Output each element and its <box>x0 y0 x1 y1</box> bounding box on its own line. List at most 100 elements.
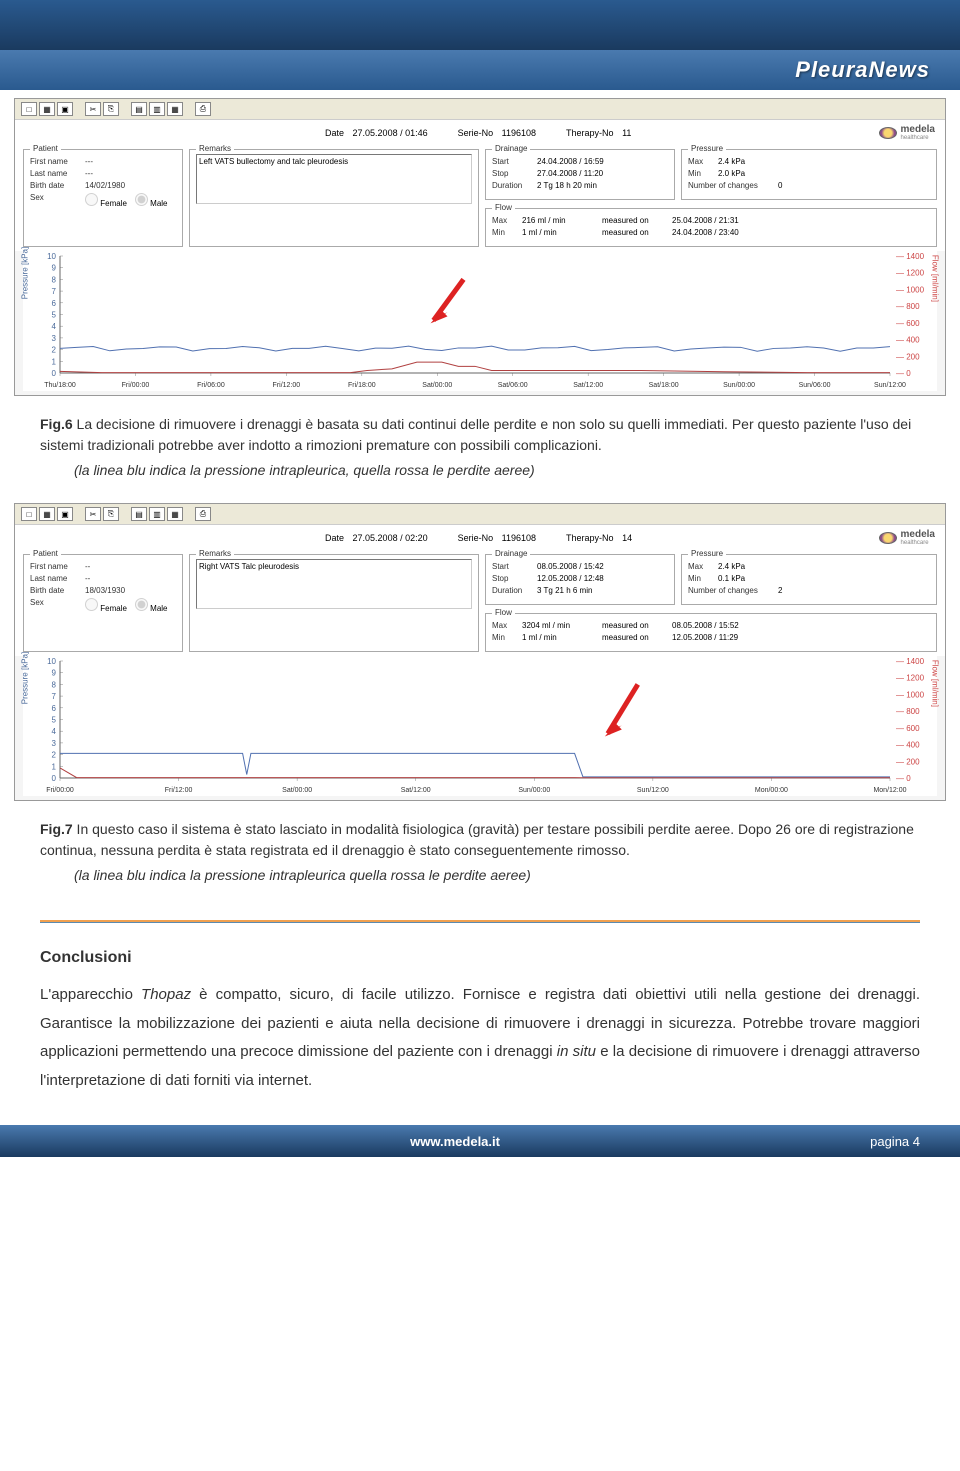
panels-row: Patient First name--- Last name--- Birth… <box>15 145 945 251</box>
field-value: 2.0 kPa <box>718 169 745 178</box>
conclusions-text: L'apparecchio Thopaz è compatto, sicuro,… <box>40 981 920 1095</box>
y-axis-left-label: Pressure [kPa] <box>21 247 30 299</box>
svg-text:Fri/00:00: Fri/00:00 <box>122 382 150 389</box>
logo-subtext: healthcare <box>901 135 935 141</box>
field-label: Sex <box>30 598 85 613</box>
svg-text:— 600: — 600 <box>896 724 920 733</box>
y-axis-right-label: Flow [ml/min] <box>931 255 940 302</box>
logo: medelahealthcare <box>879 529 935 546</box>
toolbar-icon[interactable]: ▦ <box>167 102 183 116</box>
male-radio[interactable]: Male <box>135 193 168 208</box>
field-label: Min <box>688 574 718 583</box>
svg-text:Sat/12:00: Sat/12:00 <box>401 787 431 794</box>
svg-text:2: 2 <box>52 346 57 355</box>
footer-link[interactable]: www.medela.it <box>410 1134 500 1149</box>
svg-text:Fri/12:00: Fri/12:00 <box>165 787 193 794</box>
separator <box>40 920 920 923</box>
svg-text:1: 1 <box>52 762 57 771</box>
field-value: 25.04.2008 / 21:31 <box>672 216 739 225</box>
toolbar-icon[interactable]: ⎙ <box>195 102 211 116</box>
toolbar-icon[interactable]: ⎙ <box>195 507 211 521</box>
toolbar-icon[interactable]: ⎘ <box>103 507 119 521</box>
svg-text:9: 9 <box>52 264 57 273</box>
field-label: measured on <box>602 621 672 630</box>
toolbar-icon[interactable]: ▦ <box>39 102 55 116</box>
field-label: Min <box>492 633 522 642</box>
field-value: 12.05.2008 / 11:29 <box>672 633 738 642</box>
therapy-label: Therapy-No <box>566 128 614 138</box>
toolbar-icon[interactable]: ▥ <box>149 102 165 116</box>
patient-panel: Patient First name--- Last name--- Birth… <box>23 149 183 247</box>
caption-italic: (la linea blu indica la pressione intrap… <box>74 865 920 886</box>
svg-text:Sat/00:00: Sat/00:00 <box>422 382 452 389</box>
field-label: measured on <box>602 633 672 642</box>
caption-italic: (la linea blu indica la pressione intrap… <box>74 460 920 481</box>
panels-row: Patient First name-- Last name-- Birth d… <box>15 550 945 656</box>
therapy-label: Therapy-No <box>566 533 614 543</box>
field-label: Duration <box>492 586 537 595</box>
field-label: measured on <box>602 216 672 225</box>
logo-text: medela <box>901 529 935 540</box>
toolbar-icon[interactable]: ▤ <box>131 507 147 521</box>
panel-title: Remarks <box>196 144 234 153</box>
flow-panel: Flow Max216 ml / minmeasured on25.04.200… <box>485 208 937 247</box>
field-value: 3204 ml / min <box>522 621 602 630</box>
toolbar-icon[interactable]: ✂ <box>85 507 101 521</box>
field-label: Start <box>492 157 537 166</box>
panel-title: Flow <box>492 203 515 212</box>
toolbar-icon[interactable]: ▣ <box>57 102 73 116</box>
title-banner: PleuraNews <box>0 50 960 90</box>
field-label: First name <box>30 562 85 571</box>
serie-label: Serie-No <box>458 128 494 138</box>
field-label: Stop <box>492 574 537 583</box>
date-value: 27.05.2008 / 01:46 <box>353 128 428 138</box>
field-value: -- <box>85 562 90 571</box>
svg-text:10: 10 <box>47 657 56 666</box>
svg-text:8: 8 <box>52 275 57 284</box>
panel-title: Pressure <box>688 144 726 153</box>
female-radio[interactable]: Female <box>85 598 127 613</box>
field-value: 1 ml / min <box>522 633 602 642</box>
remarks-text[interactable]: Left VATS bullectomy and talc pleurodesi… <box>196 154 472 204</box>
fig7-caption: Fig.7 In questo caso il sistema è stato … <box>0 809 960 900</box>
male-radio[interactable]: Male <box>135 598 168 613</box>
remarks-panel: Remarks Left VATS bullectomy and talc pl… <box>189 149 479 247</box>
field-value: 2 <box>778 586 782 595</box>
svg-text:— 200: — 200 <box>896 352 920 361</box>
chart-svg: 012345678910— 0— 200— 400— 600— 800— 100… <box>23 656 937 796</box>
field-label: Start <box>492 562 537 571</box>
female-radio[interactable]: Female <box>85 193 127 208</box>
field-label: Min <box>492 228 522 237</box>
toolbar-icon[interactable]: □ <box>21 102 37 116</box>
svg-text:Fri/18:00: Fri/18:00 <box>348 382 376 389</box>
svg-text:— 1200: — 1200 <box>896 269 925 278</box>
fig6-screenshot: □ ▦ ▣ ✂ ⎘ ▤ ▥ ▦ ⎙ Date 27.05.2008 / 01:4… <box>14 98 946 396</box>
drainage-panel: Drainage Start08.05.2008 / 15:42 Stop12.… <box>485 554 675 605</box>
field-value: 24.04.2008 / 16:59 <box>537 157 604 166</box>
logo: medelahealthcare <box>879 124 935 141</box>
pressure-panel: Pressure Max2.4 kPa Min0.1 kPa Number of… <box>681 554 937 605</box>
toolbar: □ ▦ ▣ ✂ ⎘ ▤ ▥ ▦ ⎙ <box>15 504 945 525</box>
remarks-text[interactable]: Right VATS Talc pleurodesis <box>196 559 472 609</box>
toolbar-icon[interactable]: ▤ <box>131 102 147 116</box>
svg-text:Fri/00:00: Fri/00:00 <box>46 787 74 794</box>
toolbar-icon[interactable]: ▥ <box>149 507 165 521</box>
toolbar: □ ▦ ▣ ✂ ⎘ ▤ ▥ ▦ ⎙ <box>15 99 945 120</box>
field-label: Max <box>492 621 522 630</box>
logo-icon <box>879 532 897 544</box>
chart-area: Pressure [kPa] Flow [ml/min] 01234567891… <box>23 251 937 391</box>
toolbar-icon[interactable]: ▣ <box>57 507 73 521</box>
toolbar-icon[interactable]: □ <box>21 507 37 521</box>
footer: www.medela.it pagina 4 <box>0 1125 960 1157</box>
svg-text:Sat/06:00: Sat/06:00 <box>498 382 528 389</box>
toolbar-icon[interactable]: ✂ <box>85 102 101 116</box>
panel-title: Flow <box>492 608 515 617</box>
toolbar-icon[interactable]: ▦ <box>167 507 183 521</box>
toolbar-icon[interactable]: ▦ <box>39 507 55 521</box>
svg-text:2: 2 <box>52 751 57 760</box>
svg-text:6: 6 <box>52 704 57 713</box>
caption-text: La decisione di rimuovere i drenaggi è b… <box>40 416 911 453</box>
flow-panel: Flow Max3204 ml / minmeasured on08.05.20… <box>485 613 937 652</box>
field-label: Birth date <box>30 586 85 595</box>
toolbar-icon[interactable]: ⎘ <box>103 102 119 116</box>
